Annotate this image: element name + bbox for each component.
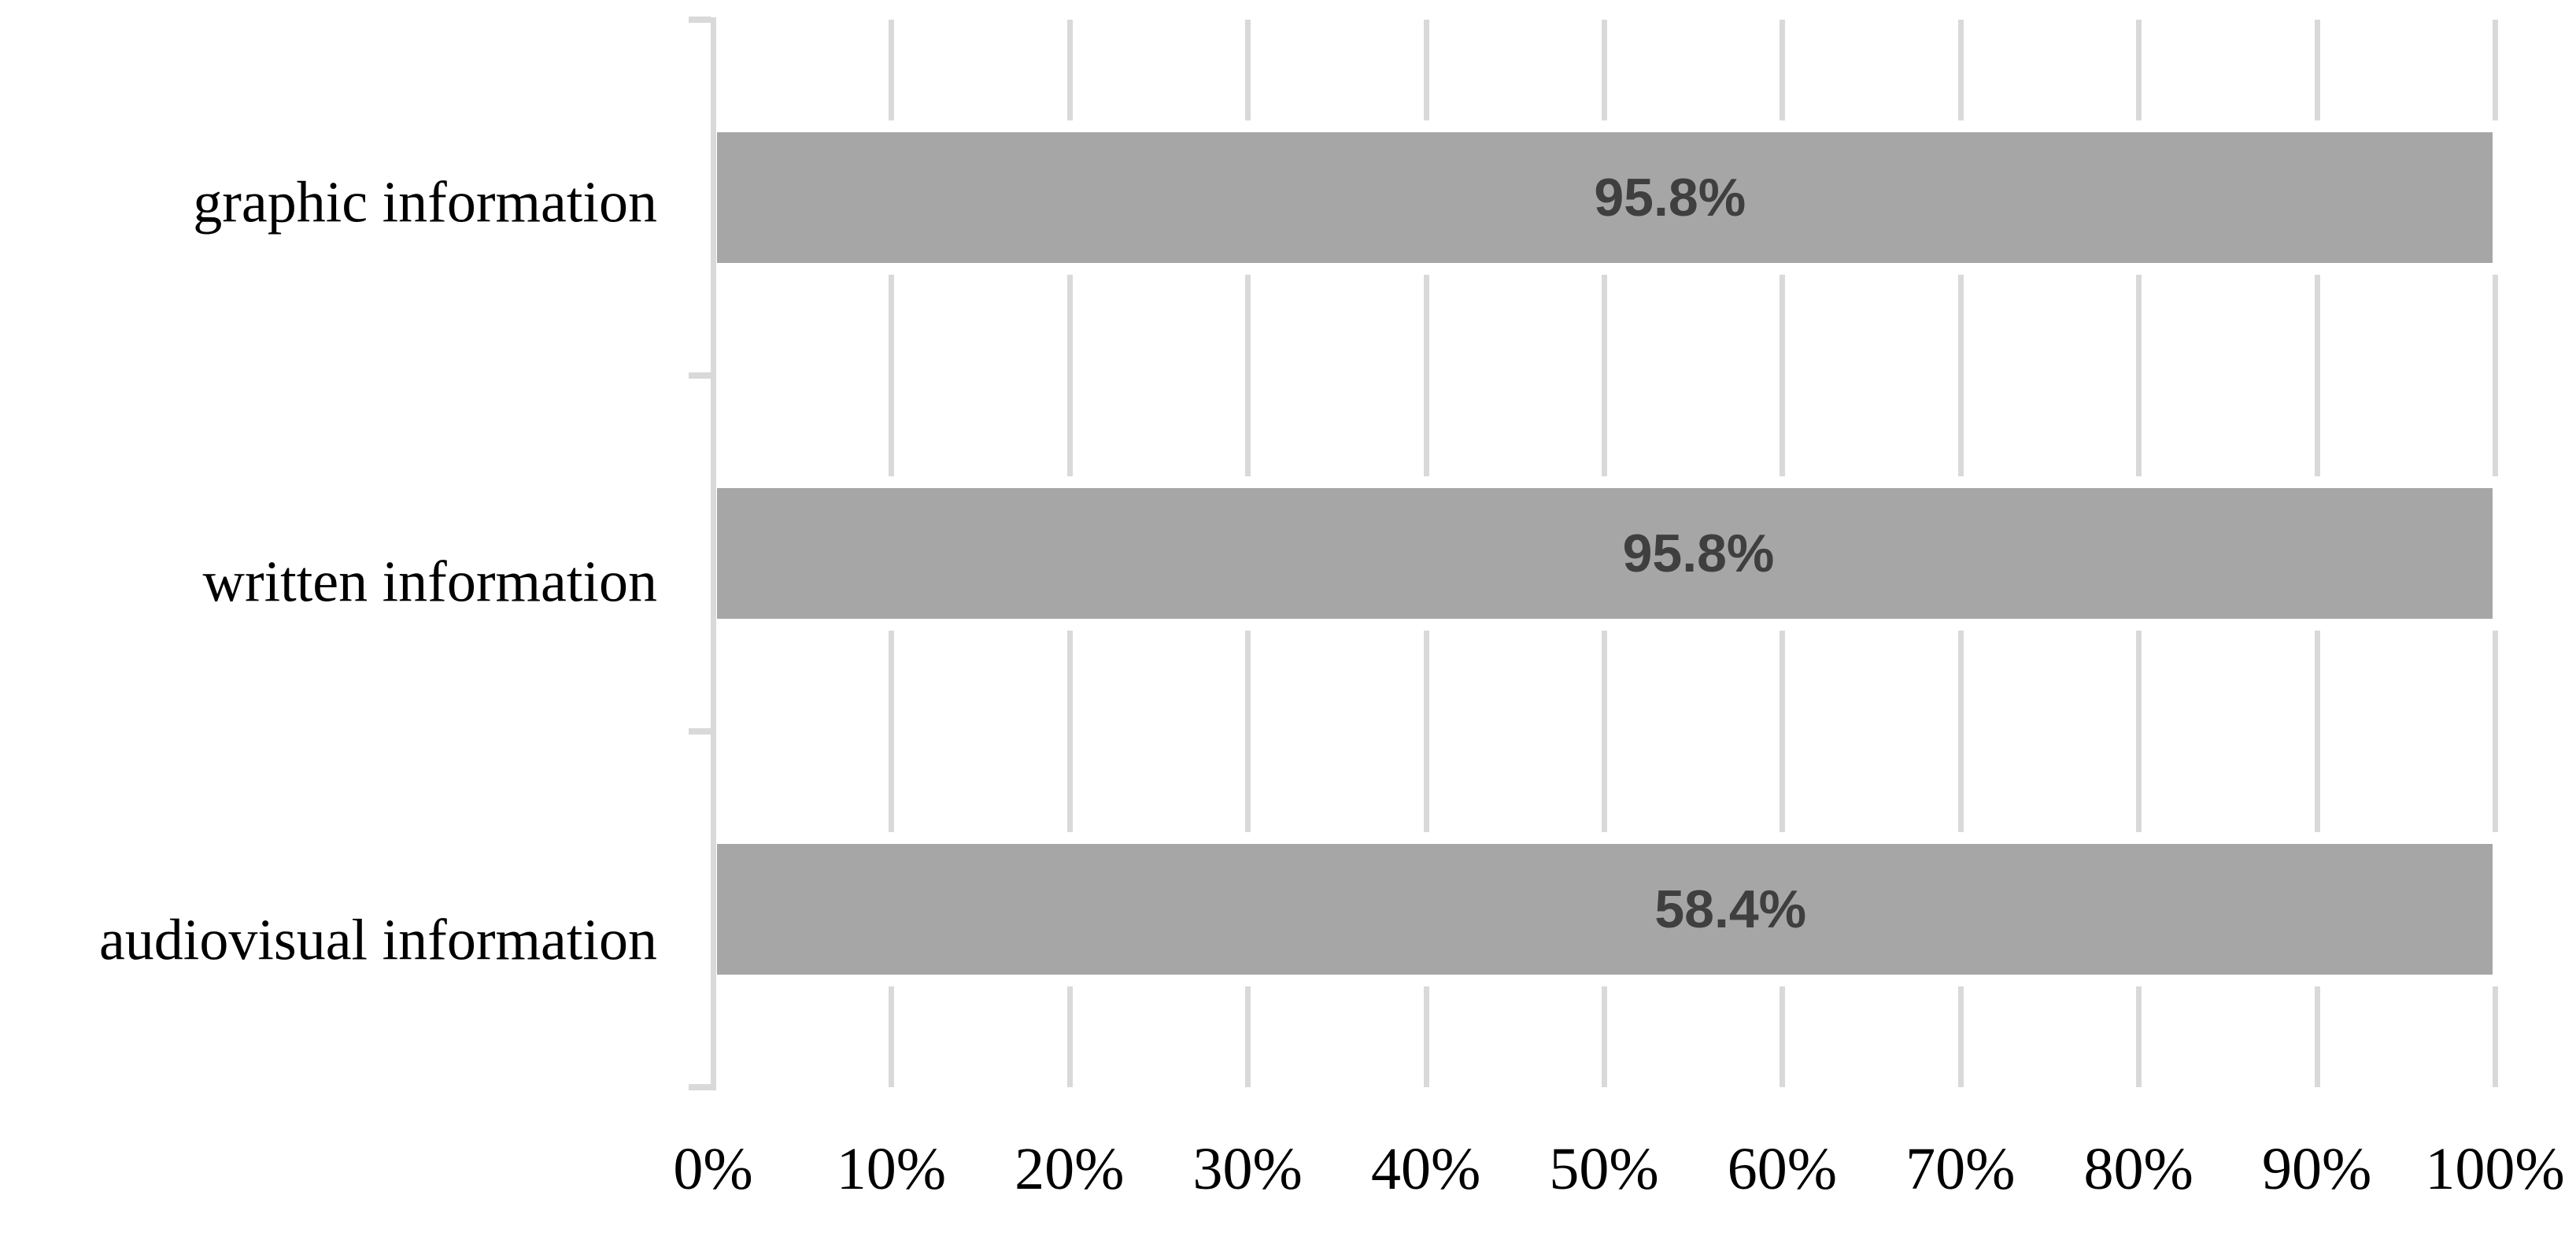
axis-tick	[689, 372, 711, 379]
x-tick-label: 90%	[2261, 1136, 2372, 1202]
bar	[717, 844, 2493, 975]
x-tick-label: 50%	[1549, 1136, 1659, 1202]
category-label: audiovisual information	[98, 908, 657, 973]
x-tick-label: 40%	[1370, 1136, 1481, 1202]
bar-value-label: 58.4%	[1654, 879, 1807, 939]
x-tick-label: 60%	[1727, 1136, 1838, 1202]
x-tick-label: 10%	[836, 1136, 947, 1202]
x-tick-label: 100%	[2425, 1136, 2565, 1202]
x-tick-label: 80%	[2083, 1136, 2193, 1202]
axis-tick	[689, 728, 711, 735]
x-tick-label: 0%	[673, 1136, 753, 1202]
bar	[717, 488, 2493, 619]
bar-value-label: 95.8%	[1594, 168, 1746, 228]
x-tick-label: 70%	[1905, 1136, 2016, 1202]
y-axis-line	[711, 17, 716, 1090]
category-label: written information	[202, 550, 657, 615]
bar	[717, 132, 2493, 263]
x-tick-label: 20%	[1015, 1136, 1125, 1202]
axis-tick	[689, 17, 711, 23]
bar-value-label: 95.8%	[1622, 524, 1775, 583]
axis-tick	[689, 1084, 711, 1090]
x-tick-label: 30%	[1192, 1136, 1303, 1202]
category-label: graphic information	[193, 170, 657, 235]
